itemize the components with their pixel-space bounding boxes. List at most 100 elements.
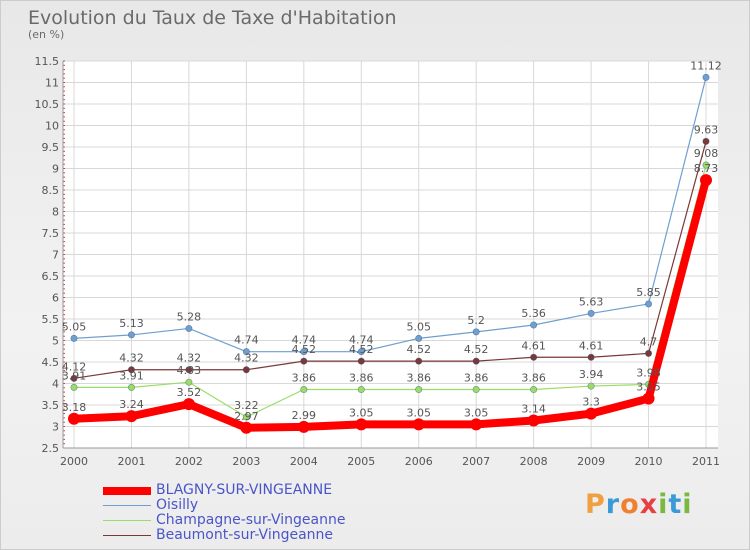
data-label: 2.99 — [292, 409, 317, 422]
x-tick-label: 2003 — [232, 455, 260, 468]
data-label: 9.08 — [694, 147, 719, 160]
data-label: 4.32 — [234, 352, 259, 365]
data-point — [472, 328, 480, 336]
legend-swatch-champagne — [103, 520, 151, 521]
legend-label-beaumont: Beaumont-sur-Vingeanne — [156, 527, 334, 543]
y-tick-label: 10 — [45, 120, 59, 133]
y-tick-label: 6 — [52, 292, 59, 305]
legend-label-champagne: Champagne-sur-Vingeanne — [156, 512, 346, 528]
data-label: 5.13 — [119, 317, 144, 330]
x-tick-label: 2005 — [347, 455, 375, 468]
data-point — [587, 353, 595, 361]
y-tick-label: 9 — [52, 163, 59, 176]
legend-swatch-beaumont — [103, 535, 151, 536]
data-label: 4.74 — [349, 334, 374, 347]
y-tick-label: 3 — [52, 421, 59, 434]
data-point — [70, 374, 78, 382]
data-label: 3.86 — [464, 372, 489, 385]
data-point — [297, 420, 310, 433]
data-point — [242, 348, 250, 356]
data-label: 2.97 — [234, 410, 259, 423]
data-point — [127, 366, 135, 374]
data-label: 3.05 — [464, 406, 489, 419]
x-tick-label: 2004 — [290, 455, 318, 468]
data-label: 4.52 — [406, 343, 431, 356]
data-label: 4.52 — [292, 343, 317, 356]
data-label: 3.65 — [636, 381, 661, 394]
data-label: 3.52 — [177, 386, 202, 399]
data-label: 4.03 — [177, 364, 202, 377]
data-point — [642, 392, 655, 405]
x-tick-label: 2007 — [462, 455, 490, 468]
series-line-0 — [73, 179, 710, 432]
data-label: 3.14 — [521, 402, 546, 415]
data-point — [587, 382, 595, 390]
data-point — [357, 386, 365, 394]
data-point — [645, 300, 653, 308]
legend-label-blagny: BLAGNY-SUR-VINGEANNE — [156, 482, 333, 498]
logo-letter: x — [639, 489, 659, 520]
logo-letter: i — [682, 489, 693, 520]
x-tick-label: 2001 — [117, 455, 145, 468]
data-point — [300, 348, 308, 356]
proxiti-logo: Proxiti — [585, 489, 693, 520]
data-point — [185, 366, 193, 374]
y-tick-label: 6.5 — [42, 270, 60, 283]
y-tick-label: 7 — [52, 249, 59, 262]
data-point — [185, 378, 193, 386]
x-tick-label: 2011 — [692, 455, 720, 468]
data-point — [587, 309, 595, 317]
data-point — [530, 386, 538, 394]
data-point — [182, 398, 195, 411]
data-point — [357, 357, 365, 365]
data-label: 4.7 — [640, 335, 658, 348]
data-point — [125, 410, 138, 423]
data-point — [472, 386, 480, 394]
logo-letter: P — [585, 489, 606, 520]
data-point — [300, 386, 308, 394]
data-point — [357, 348, 365, 356]
data-label: 4.61 — [521, 339, 546, 352]
series-line-3 — [73, 141, 707, 379]
y-tick-label: 3.5 — [42, 399, 60, 412]
data-label: 3.98 — [636, 366, 661, 379]
data-point — [700, 174, 712, 187]
data-label: 5.05 — [62, 320, 87, 333]
data-point — [185, 324, 193, 332]
x-tick-label: 2010 — [635, 455, 663, 468]
data-label: 3.86 — [292, 372, 317, 385]
x-tick-label: 2006 — [405, 455, 433, 468]
logo-letter: r — [605, 489, 621, 520]
x-tick-label: 2009 — [577, 455, 605, 468]
data-point — [702, 73, 710, 81]
data-label: 8.73 — [694, 162, 719, 175]
y-tick-label: 9.5 — [42, 141, 60, 154]
data-label: 3.05 — [406, 406, 431, 419]
data-label: 4.52 — [349, 343, 374, 356]
data-point — [530, 353, 538, 361]
data-label: 11.12 — [690, 59, 722, 72]
data-label: 4.32 — [177, 352, 202, 365]
series-line-1 — [73, 77, 707, 353]
data-label: 3.91 — [119, 369, 144, 382]
series-line-2 — [74, 164, 707, 418]
data-point — [702, 137, 710, 145]
logo-letter: o — [620, 489, 640, 520]
data-point — [472, 357, 480, 365]
data-point — [527, 414, 540, 427]
data-label: 4.74 — [292, 334, 317, 347]
data-label: 5.63 — [579, 295, 604, 308]
logo-letter: i — [658, 489, 669, 520]
data-point — [240, 421, 253, 434]
legend-swatch-blagny — [103, 487, 151, 495]
data-label: 3.86 — [406, 372, 431, 385]
data-label: 4.74 — [234, 334, 259, 347]
data-point — [242, 413, 250, 421]
logo-letter: t — [668, 489, 683, 520]
data-label: 3.86 — [349, 372, 374, 385]
data-label: 9.63 — [694, 123, 719, 136]
data-label: 4.52 — [464, 343, 489, 356]
data-point — [68, 412, 80, 425]
